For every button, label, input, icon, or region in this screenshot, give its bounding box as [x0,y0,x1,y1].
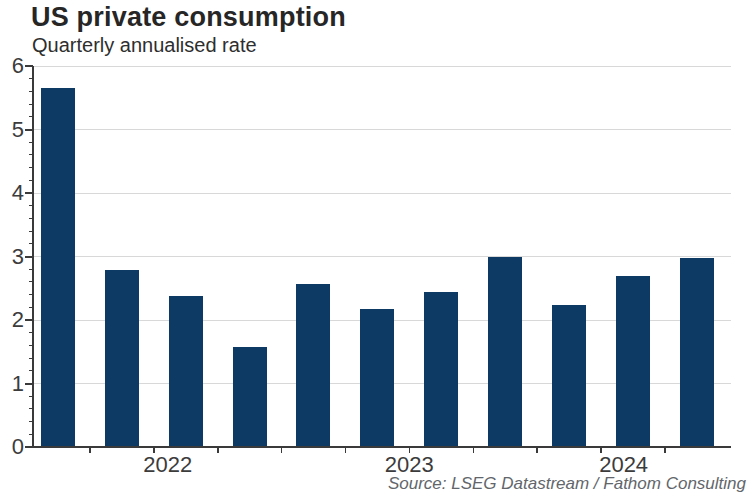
y-axis-minor-tick [29,154,33,155]
y-axis-minor-tick [29,243,33,244]
bar [616,276,650,447]
y-axis-minor-tick [29,91,33,92]
bar [424,292,458,447]
y-axis-minor-tick [29,408,33,409]
y-axis-minor-tick [29,104,33,105]
x-axis-quarter-tick [536,448,538,453]
y-axis-minor-tick [29,180,33,181]
bar [488,257,522,448]
y-axis-major-tick [25,192,33,194]
source-credit: Source: LSEG Datastream / Fathom Consult… [388,474,746,494]
y-axis-tick-label: 2 [0,308,24,332]
x-axis-quarter-tick [281,448,283,453]
y-axis-minor-tick [29,294,33,295]
y-axis-minor-tick [29,218,33,219]
bar [105,270,139,447]
chart-page: US private consumption Quarterly annuali… [0,0,750,500]
y-axis-minor-tick [29,421,33,422]
gridline [33,256,731,257]
y-axis-minor-tick [29,142,33,143]
y-axis-major-tick [25,129,33,131]
y-axis-major-tick [25,383,33,385]
y-axis-minor-tick [29,205,33,206]
x-axis-year-label: 2022 [143,452,192,478]
bar [233,347,267,447]
x-axis-quarter-tick [345,448,347,453]
bar [169,296,203,447]
x-axis-line [32,446,731,448]
y-axis-minor-tick [29,358,33,359]
y-axis-tick-label: 3 [0,245,24,269]
y-axis-minor-tick [29,396,33,397]
y-axis-minor-tick [29,434,33,435]
x-axis-quarter-tick [217,448,219,453]
bar [680,258,714,447]
gridline [33,193,731,194]
y-axis-minor-tick [29,116,33,117]
bar [552,305,586,447]
x-axis-quarter-tick [89,448,91,453]
y-axis-major-tick [25,256,33,258]
y-axis-tick-label: 1 [0,372,24,396]
y-axis-minor-tick [29,231,33,232]
bar-chart-plot-area: 0123456202220232024 [0,0,750,500]
y-axis-tick-label: 0 [0,435,24,459]
x-axis-quarter-tick [473,448,475,453]
bar [41,88,75,447]
x-axis-quarter-tick [664,448,666,453]
y-axis-minor-tick [29,281,33,282]
bar [360,309,394,447]
y-axis-minor-tick [29,78,33,79]
y-axis-minor-tick [29,307,33,308]
y-axis-major-tick [25,65,33,67]
y-axis-major-tick [25,319,33,321]
y-axis-tick-label: 5 [0,118,24,142]
gridline [33,66,731,67]
gridline [33,129,731,130]
y-axis-minor-tick [29,332,33,333]
y-axis-tick-label: 4 [0,181,24,205]
y-axis-minor-tick [29,269,33,270]
bar [296,284,330,447]
y-axis-minor-tick [29,370,33,371]
y-axis-tick-label: 6 [0,54,24,78]
y-axis-minor-tick [29,167,33,168]
y-axis-minor-tick [29,345,33,346]
